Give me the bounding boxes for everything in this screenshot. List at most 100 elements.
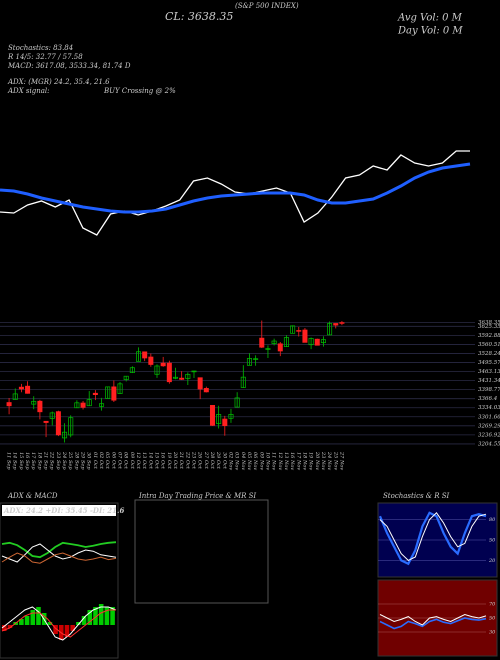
y-tick-label: 3495.57 — [478, 360, 500, 366]
line — [379, 613, 487, 626]
x-tick-label: 12 Nov — [277, 452, 283, 470]
candle-body — [339, 322, 345, 324]
y-tick-label: 3269.29 — [478, 423, 500, 429]
candle-body — [253, 358, 259, 360]
x-tick-label: 27 Nov — [338, 451, 344, 470]
panel-subtitle: ADX: 24.2 +DI: 35.45 -DI: 21.6 — [3, 506, 124, 515]
x-tick-label: 24 Nov — [326, 451, 332, 470]
candle-body — [166, 362, 172, 383]
panel-title: Stochastics & R SI — [383, 492, 450, 500]
y-tick-label: 80 — [489, 517, 496, 523]
candle-body — [86, 399, 92, 407]
x-tick-label: 16 Nov — [289, 452, 295, 470]
y-tick-label: 30 — [489, 630, 496, 636]
x-tick-label: 06 Nov — [252, 452, 258, 470]
candle-body — [320, 339, 326, 344]
macd-bar — [98, 604, 104, 625]
line — [0, 162, 471, 214]
annotation: R 14/5: 32.77 / 57.58 — [7, 53, 83, 61]
macd-bar — [64, 625, 70, 637]
macd-bar — [53, 625, 58, 634]
x-tick-label: 23 Oct — [190, 451, 196, 470]
candle-body — [25, 385, 31, 394]
macd-bar — [7, 625, 13, 628]
subtitle-box — [2, 505, 116, 516]
x-tick-label: 30 Sep — [86, 452, 92, 470]
x-tick-label: 28 Oct — [209, 451, 215, 470]
candle-body — [228, 414, 234, 419]
x-tick-label: 22 Sep — [49, 451, 55, 470]
x-tick-label: 30 Oct — [221, 452, 227, 470]
x-tick-label: 27 Oct — [203, 451, 209, 470]
x-tick-label: 17 Sep — [30, 452, 36, 470]
annotation: CL: 3638.35 — [165, 10, 233, 23]
macd-bar — [81, 616, 87, 625]
candle-body — [99, 403, 105, 407]
x-tick-label: 18 Nov — [301, 452, 307, 470]
x-tick-label: 23 Sep — [55, 451, 61, 470]
candle-body — [136, 351, 142, 362]
x-tick-label: 14 Sep — [12, 452, 18, 470]
candle-body — [185, 373, 191, 379]
candle-body — [43, 420, 49, 423]
line — [378, 511, 487, 566]
x-tick-label: 14 Oct — [147, 452, 153, 470]
macd-bar — [93, 607, 98, 625]
annotation: Stochastics: 83.84 — [8, 44, 73, 52]
candle-body — [74, 402, 80, 409]
line — [1, 543, 117, 563]
x-tick-label: 16 Oct — [160, 452, 166, 470]
macd-bar — [110, 607, 115, 625]
x-tick-label: 03 Nov — [234, 452, 240, 470]
x-tick-label: 06 Oct — [110, 452, 116, 470]
x-tick-label: 29 Sep — [80, 451, 86, 470]
x-tick-label: 04 Nov — [240, 452, 246, 470]
x-tick-label: 02 Oct — [98, 452, 104, 470]
x-tick-label: 26 Oct — [197, 451, 203, 470]
y-tick-label: 3625.35 — [478, 324, 500, 330]
y-tick-label: 3366.4 — [478, 396, 498, 402]
candle-body — [259, 337, 265, 348]
x-tick-label: 16 Sep — [24, 452, 30, 470]
candle-body — [148, 356, 154, 365]
candle-body — [333, 323, 339, 326]
x-tick-label: 10 Nov — [264, 452, 270, 470]
macd-bar — [47, 622, 53, 625]
candle-body — [179, 377, 185, 380]
macd-bar — [24, 616, 30, 625]
y-tick-label: 3301.66 — [478, 414, 500, 420]
x-tick-label: 17 Nov — [295, 452, 301, 470]
candle-body — [172, 376, 179, 379]
macd-bar — [104, 607, 110, 625]
candle-body — [117, 383, 123, 394]
candle-body — [327, 323, 333, 336]
macd-bar — [19, 619, 24, 625]
candle-body — [62, 431, 68, 439]
candle-body — [240, 376, 246, 388]
candle-body — [92, 392, 98, 396]
x-tick-label: 11 Nov — [271, 452, 277, 470]
macd-bar — [76, 622, 81, 625]
x-tick-label: 23 Nov — [320, 451, 326, 470]
candle-body — [6, 402, 12, 407]
line — [379, 512, 487, 562]
y-tick-label: 3204.55 — [478, 441, 500, 447]
x-tick-label: 20 Nov — [314, 451, 320, 470]
x-tick-label: 09 Nov — [258, 452, 264, 470]
candle-body — [246, 358, 252, 366]
y-tick-label: 70 — [489, 602, 496, 608]
candle-body — [265, 348, 271, 350]
annotation: Day Vol: 0 M — [397, 26, 463, 37]
candle-body — [80, 402, 86, 408]
candle-body — [12, 393, 18, 400]
candle-body — [222, 418, 228, 426]
macd-bar — [70, 625, 75, 631]
line — [1, 541, 117, 559]
candle-body — [296, 330, 302, 332]
y-tick-label: 3431.34 — [478, 378, 500, 384]
candle-body — [55, 411, 61, 436]
x-tick-label: 05 Oct — [104, 452, 110, 470]
line — [1, 552, 117, 564]
x-tick-label: 22 Oct — [184, 451, 190, 470]
